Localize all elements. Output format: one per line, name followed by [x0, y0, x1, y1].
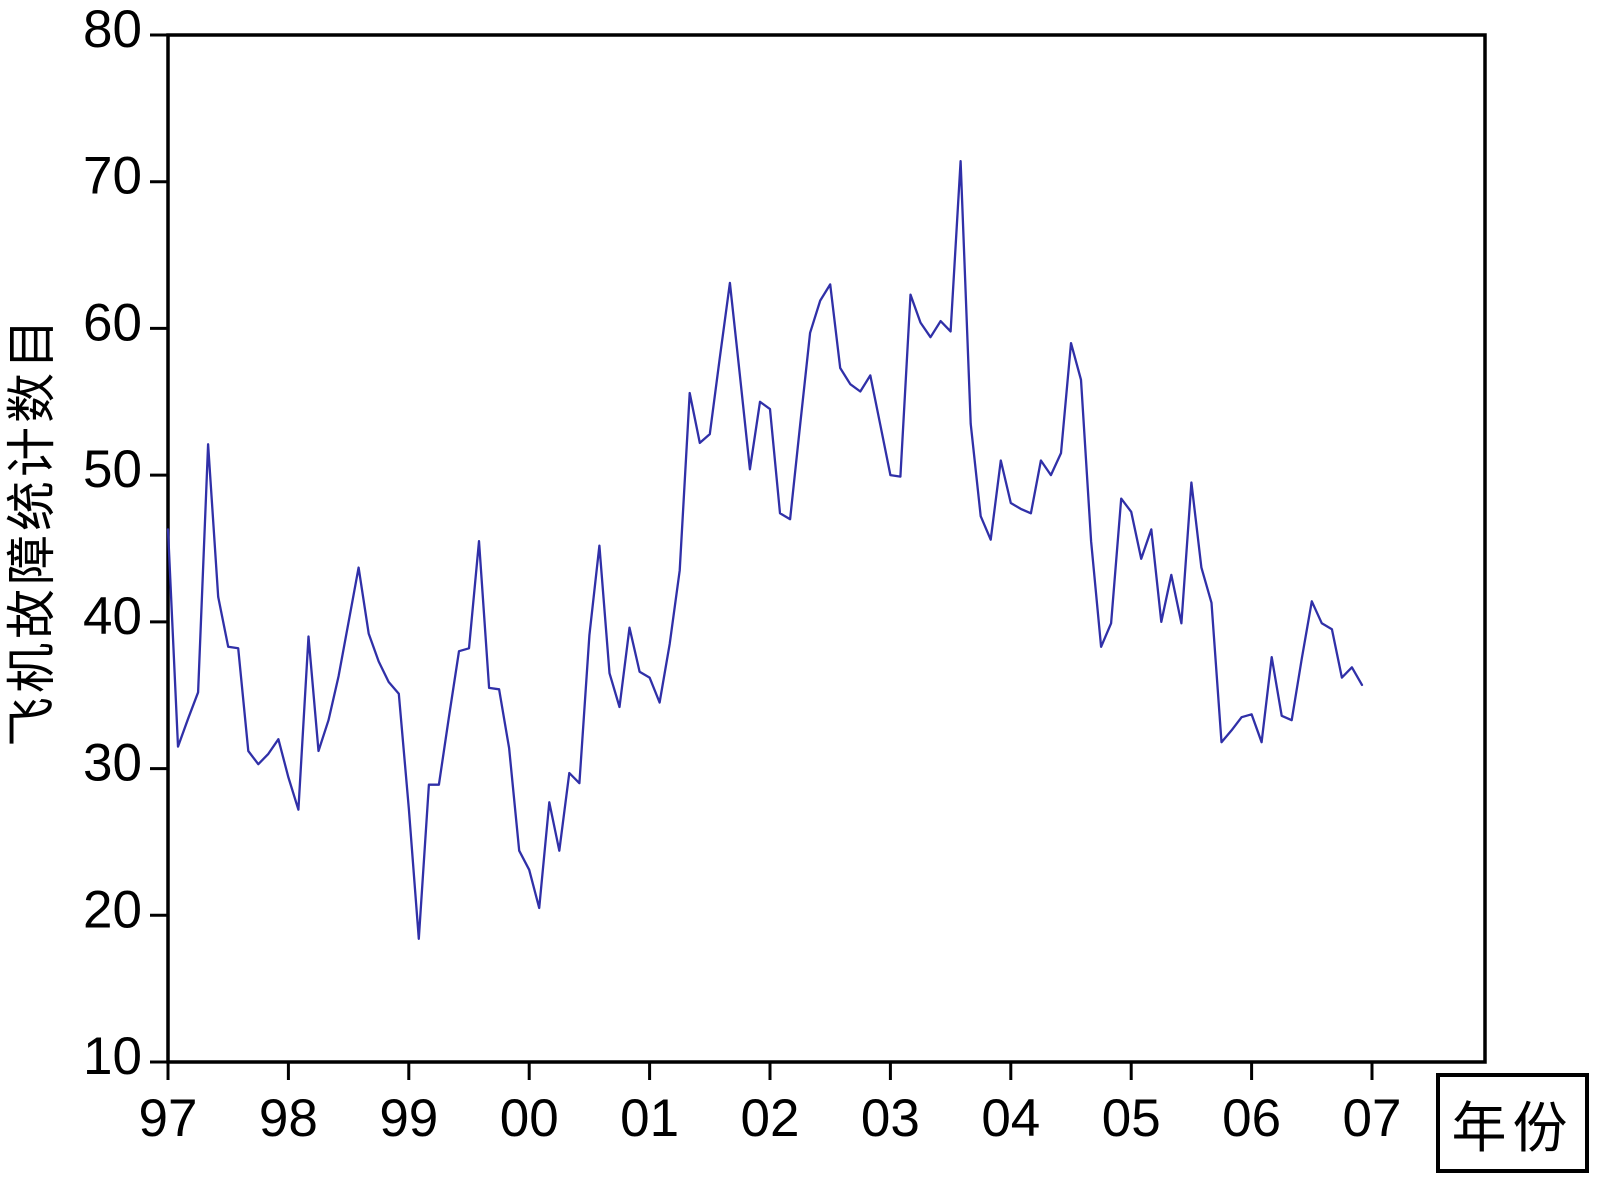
x-tick-label-97: 97 [139, 1089, 198, 1148]
y-tick-label-70: 70 [83, 147, 142, 206]
y-tick-label-40: 40 [83, 587, 142, 646]
x-tick-label-98: 98 [259, 1089, 318, 1148]
plot-border [166, 33, 1487, 1064]
y-tick-label-30: 30 [83, 734, 142, 793]
x-tick-label-00: 00 [500, 1089, 559, 1148]
y-axis-title: 飞机故障统计数目 [4, 315, 60, 747]
y-tick-label-80: 80 [83, 0, 142, 59]
x-axis-unit-label: 年份 [1451, 1097, 1574, 1159]
x-tick-label-01: 01 [620, 1089, 679, 1148]
data-series-line [166, 160, 1364, 940]
x-tick-label-07: 07 [1343, 1089, 1402, 1148]
y-tick-label-60: 60 [83, 293, 142, 352]
y-tick-label-10: 10 [83, 1027, 142, 1086]
x-tick-label-04: 04 [981, 1089, 1040, 1148]
x-tick-label-99: 99 [379, 1089, 438, 1148]
x-tick-label-02: 02 [741, 1089, 800, 1148]
y-tick-label-50: 50 [83, 440, 142, 499]
x-tick-label-05: 05 [1102, 1089, 1161, 1148]
x-axis-unit-box: 年份 [1436, 1073, 1589, 1173]
x-tick-label-03: 03 [861, 1089, 920, 1148]
x-tick-label-06: 06 [1222, 1089, 1281, 1148]
y-tick-label-20: 20 [83, 880, 142, 939]
